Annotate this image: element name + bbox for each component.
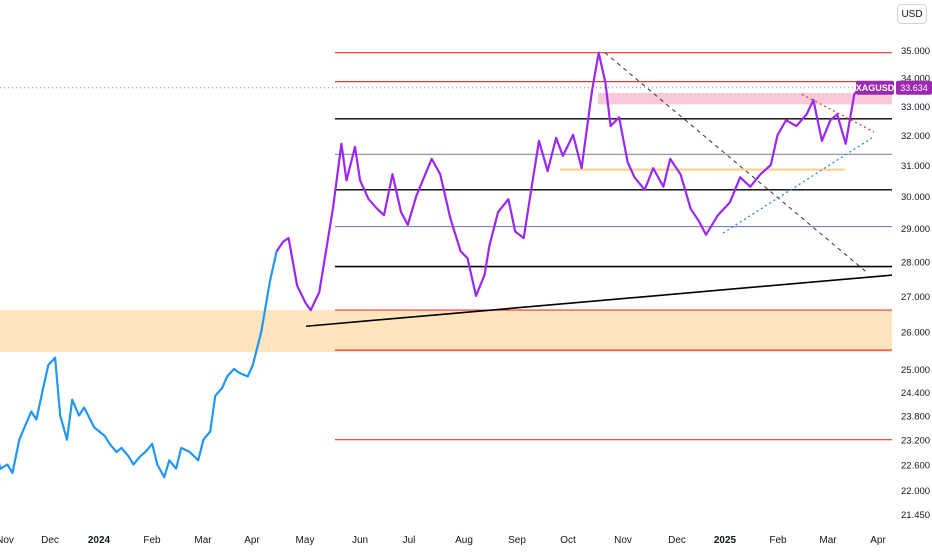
symbol-label: XAGUSD [856,83,895,93]
x-tick-label: Dec [41,535,59,546]
x-tick-label: Jul [403,535,416,546]
x-tick-label: 2024 [88,535,111,546]
support-zone [0,310,892,352]
y-tick-label: 35.000 [901,46,930,57]
y-tick-label: 22.000 [901,486,930,497]
uptrend-line [722,137,873,234]
y-tick-label: 25.000 [901,365,930,376]
x-tick-label: Feb [143,535,161,546]
x-tick-label: Dec [668,535,686,546]
price-series-after [275,51,861,312]
x-tick-label: Apr [244,535,260,546]
y-tick-label: 27.000 [901,292,930,303]
x-tick-label: Oct [560,535,576,546]
x-tick-label: Aug [455,535,473,546]
x-tick-label: Sep [508,535,526,546]
y-tick-label: 22.600 [901,461,930,472]
x-tick-label: Nov [614,535,632,546]
x-tick-label: Nov [0,535,14,546]
price-series-before [0,251,278,479]
y-tick-label: 21.450 [901,510,930,521]
y-tick-label: 33.000 [901,102,930,113]
x-tick-label: Apr [870,535,886,546]
last-price-label: 33.634 [900,83,928,93]
y-tick-label: 32.000 [901,131,930,142]
y-tick-label: 28.000 [901,257,930,268]
y-tick-label: 34.000 [901,73,930,84]
x-tick-label: Mar [819,535,837,546]
x-tick-label: Jun [352,535,368,546]
wedge-line [801,93,875,133]
resistance-zone [598,92,892,105]
y-tick-label: 29.000 [901,224,930,235]
y-tick-label: 26.000 [901,328,930,339]
y-tick-label: 23.200 [901,436,930,447]
x-tick-label: Feb [769,535,787,546]
last-price-tag [896,80,932,95]
y-tick-label: 30.000 [901,192,930,203]
trend-line [305,274,893,328]
symbol-tag [856,80,894,95]
y-tick-label: 31.000 [901,161,930,172]
currency-selector[interactable]: USD [897,4,927,24]
x-tick-label: 2025 [714,535,737,546]
y-tick-label: 24.400 [901,388,930,399]
y-tick-label: 23.800 [901,411,930,422]
x-tick-label: May [296,535,315,546]
downtrend-line [604,52,867,273]
x-tick-label: Mar [194,535,212,546]
